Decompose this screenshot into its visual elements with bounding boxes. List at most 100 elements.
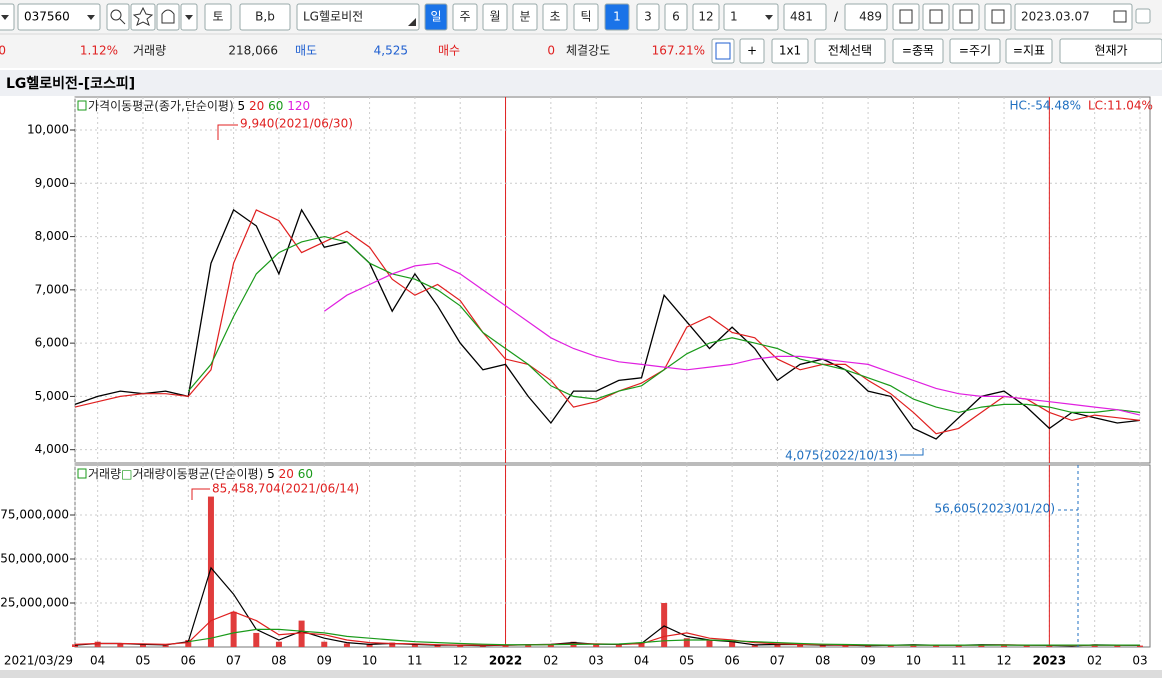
x-tick-label: 07	[226, 654, 241, 668]
button-label[interactable]: 12	[698, 10, 713, 24]
button-label[interactable]: 틱	[580, 10, 591, 24]
button[interactable]	[984, 3, 1012, 31]
volume-bar	[185, 639, 192, 647]
button[interactable]	[512, 3, 538, 31]
volume-bar	[751, 645, 758, 647]
button-label[interactable]: 481	[790, 10, 813, 24]
ma-line	[74, 208, 1141, 440]
button-label[interactable]: 월	[489, 10, 500, 24]
button[interactable]	[892, 3, 920, 31]
button-label[interactable]: =주기	[959, 44, 991, 58]
button[interactable]	[922, 3, 950, 31]
button-label[interactable]: 초	[549, 10, 560, 24]
button[interactable]	[1135, 8, 1151, 24]
volume-bar	[434, 645, 441, 647]
button[interactable]	[239, 3, 291, 31]
x-tick-label: 10	[906, 654, 921, 668]
volume-bar	[253, 632, 260, 647]
button-label[interactable]: +	[747, 44, 757, 58]
button[interactable]	[1014, 3, 1133, 31]
icon	[161, 9, 175, 24]
volume-bar	[162, 645, 169, 647]
button[interactable]	[783, 3, 827, 31]
button[interactable]	[106, 3, 130, 31]
volume-bar	[706, 639, 713, 647]
button[interactable]	[17, 3, 101, 31]
scrollbar[interactable]	[0, 670, 1162, 678]
button[interactable]	[424, 3, 448, 31]
button[interactable]	[844, 3, 888, 31]
button[interactable]	[604, 3, 630, 31]
volume-bar	[366, 644, 373, 647]
button[interactable]	[542, 3, 568, 31]
legend-entry: 120	[287, 99, 310, 113]
hc-label: HC:-54.48%	[1009, 99, 1081, 113]
legend-entry: 20	[279, 467, 294, 481]
button-label[interactable]: 주	[459, 10, 470, 24]
volume-bar	[230, 611, 237, 647]
button[interactable]	[771, 38, 809, 64]
button[interactable]	[1005, 38, 1053, 64]
button-label[interactable]: =종목	[902, 44, 934, 58]
info-text: 0	[0, 44, 6, 58]
button[interactable]	[723, 3, 779, 31]
button[interactable]	[204, 3, 232, 31]
panel-title-bg	[0, 70, 1162, 96]
button[interactable]	[814, 38, 886, 64]
legend-icon	[77, 100, 87, 111]
button[interactable]	[949, 38, 1001, 64]
info-text: 4,525	[374, 44, 408, 58]
y-tick-label: 9,000	[35, 176, 69, 190]
annotation: 85,458,704(2021/06/14)	[212, 482, 359, 496]
button[interactable]	[1059, 38, 1162, 64]
button[interactable]	[636, 3, 660, 31]
button[interactable]	[296, 3, 420, 31]
x-tick-label: 04	[634, 654, 649, 668]
x-tick-label: 05	[135, 654, 150, 668]
stock-code[interactable]: 037560	[24, 10, 70, 24]
plot-area	[74, 96, 1151, 464]
x-tick-label: 02	[543, 654, 558, 668]
button-label[interactable]: 1x1	[779, 44, 801, 58]
button[interactable]	[452, 3, 478, 31]
button-label[interactable]: 1	[730, 10, 738, 24]
info-text: 매도	[295, 44, 317, 58]
x-tick-label: 06	[724, 654, 739, 668]
button[interactable]	[739, 38, 765, 64]
volume-bar	[729, 641, 736, 647]
annotation-arrow	[900, 448, 924, 456]
button-label[interactable]: 6	[672, 10, 680, 24]
button-label[interactable]: 3	[644, 10, 652, 24]
y-tick-label: 25,000,000	[0, 595, 69, 609]
y-tick-label: 75,000,000	[0, 507, 69, 521]
button[interactable]	[892, 38, 944, 64]
dropdown-arrow	[765, 15, 773, 20]
button-label[interactable]: 분	[519, 10, 530, 24]
y-tick-label: 5,000	[35, 389, 69, 403]
button-label[interactable]: 토	[212, 10, 223, 24]
x-tick-label: 07	[770, 654, 785, 668]
button[interactable]	[573, 3, 599, 31]
button-label[interactable]: 1	[613, 10, 621, 24]
volume-bar	[502, 645, 509, 647]
button-label[interactable]: =지표	[1013, 44, 1045, 58]
legend-entry: 60	[268, 99, 283, 113]
button-label[interactable]: 일	[430, 10, 441, 24]
volume-bar	[774, 644, 781, 647]
plot-area	[74, 464, 1151, 648]
button[interactable]	[482, 3, 508, 31]
button[interactable]	[664, 3, 688, 31]
button[interactable]	[952, 3, 980, 31]
button-label[interactable]: B,b	[255, 10, 275, 24]
button[interactable]	[692, 3, 720, 31]
button-label[interactable]: LG헬로비전	[303, 10, 363, 24]
button-label[interactable]: 2023.03.07	[1021, 10, 1090, 24]
button-label[interactable]: 현재가	[1094, 44, 1127, 58]
x-tick-label: 02	[1087, 654, 1102, 668]
dropdown-arrow	[1, 15, 9, 20]
y-tick-label: 6,000	[35, 336, 69, 350]
button-label[interactable]: 489	[859, 10, 882, 24]
button-label[interactable]: 전체선택	[828, 44, 872, 58]
button[interactable]	[156, 3, 180, 31]
icon	[899, 9, 913, 24]
